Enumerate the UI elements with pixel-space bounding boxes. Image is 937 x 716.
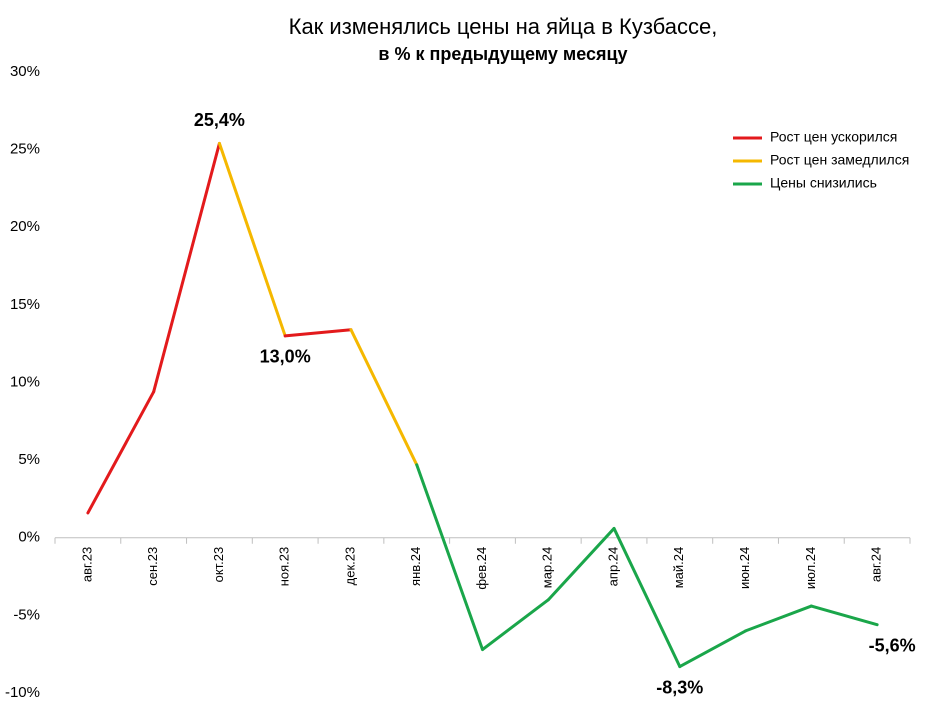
line-segment xyxy=(86,390,156,515)
x-tick-label: дек.23 xyxy=(342,547,357,586)
x-tick-label: сен.23 xyxy=(145,547,160,586)
line-segment xyxy=(283,328,353,338)
legend-label: Цены снизились xyxy=(770,175,877,191)
x-tick-label: июн.24 xyxy=(737,547,752,589)
line-segment xyxy=(546,526,616,602)
x-tick-label: окт.23 xyxy=(211,547,226,583)
x-tick-label: апр.24 xyxy=(605,547,620,587)
x-tick-label: авг.24 xyxy=(869,547,884,582)
x-tick-label: янв.24 xyxy=(408,547,423,586)
y-tick-label: 20% xyxy=(10,218,40,235)
legend-label: Рост цен замедлился xyxy=(770,152,909,168)
line-segment xyxy=(217,141,287,338)
line-segment xyxy=(152,141,221,394)
line-segment xyxy=(349,328,419,467)
data-label: 25,4% xyxy=(194,110,245,130)
y-tick-label: 10% xyxy=(10,373,40,390)
data-label: 13,0% xyxy=(260,347,311,367)
x-tick-label: июл.24 xyxy=(803,547,818,589)
line-segment xyxy=(744,604,813,633)
chart-title: Как изменялись цены на яйца в Кузбассе, xyxy=(289,14,718,39)
y-tick-label: 5% xyxy=(18,451,40,468)
x-tick-label: ноя.23 xyxy=(277,547,292,587)
x-tick-label: фев.24 xyxy=(474,547,489,590)
data-label: -8,3% xyxy=(656,677,703,697)
chart-subtitle: в % к предыдущему месяцу xyxy=(378,44,627,64)
line-segment xyxy=(678,629,748,669)
y-tick-label: -5% xyxy=(13,606,40,623)
line-segment xyxy=(481,598,550,652)
x-tick-label: мар.24 xyxy=(540,547,555,588)
data-label: -5,6% xyxy=(869,635,916,655)
line-segment xyxy=(415,463,484,652)
y-tick-label: 30% xyxy=(10,63,40,80)
y-tick-label: -10% xyxy=(5,684,40,701)
x-tick-label: май.24 xyxy=(671,547,686,589)
legend-label: Рост цен ускорился xyxy=(770,129,897,145)
y-tick-label: 15% xyxy=(10,296,40,313)
y-tick-label: 25% xyxy=(10,141,40,158)
line-segment xyxy=(612,526,682,669)
line-segment xyxy=(809,604,879,627)
x-tick-label: авг.23 xyxy=(79,547,94,582)
y-tick-label: 0% xyxy=(18,529,40,546)
